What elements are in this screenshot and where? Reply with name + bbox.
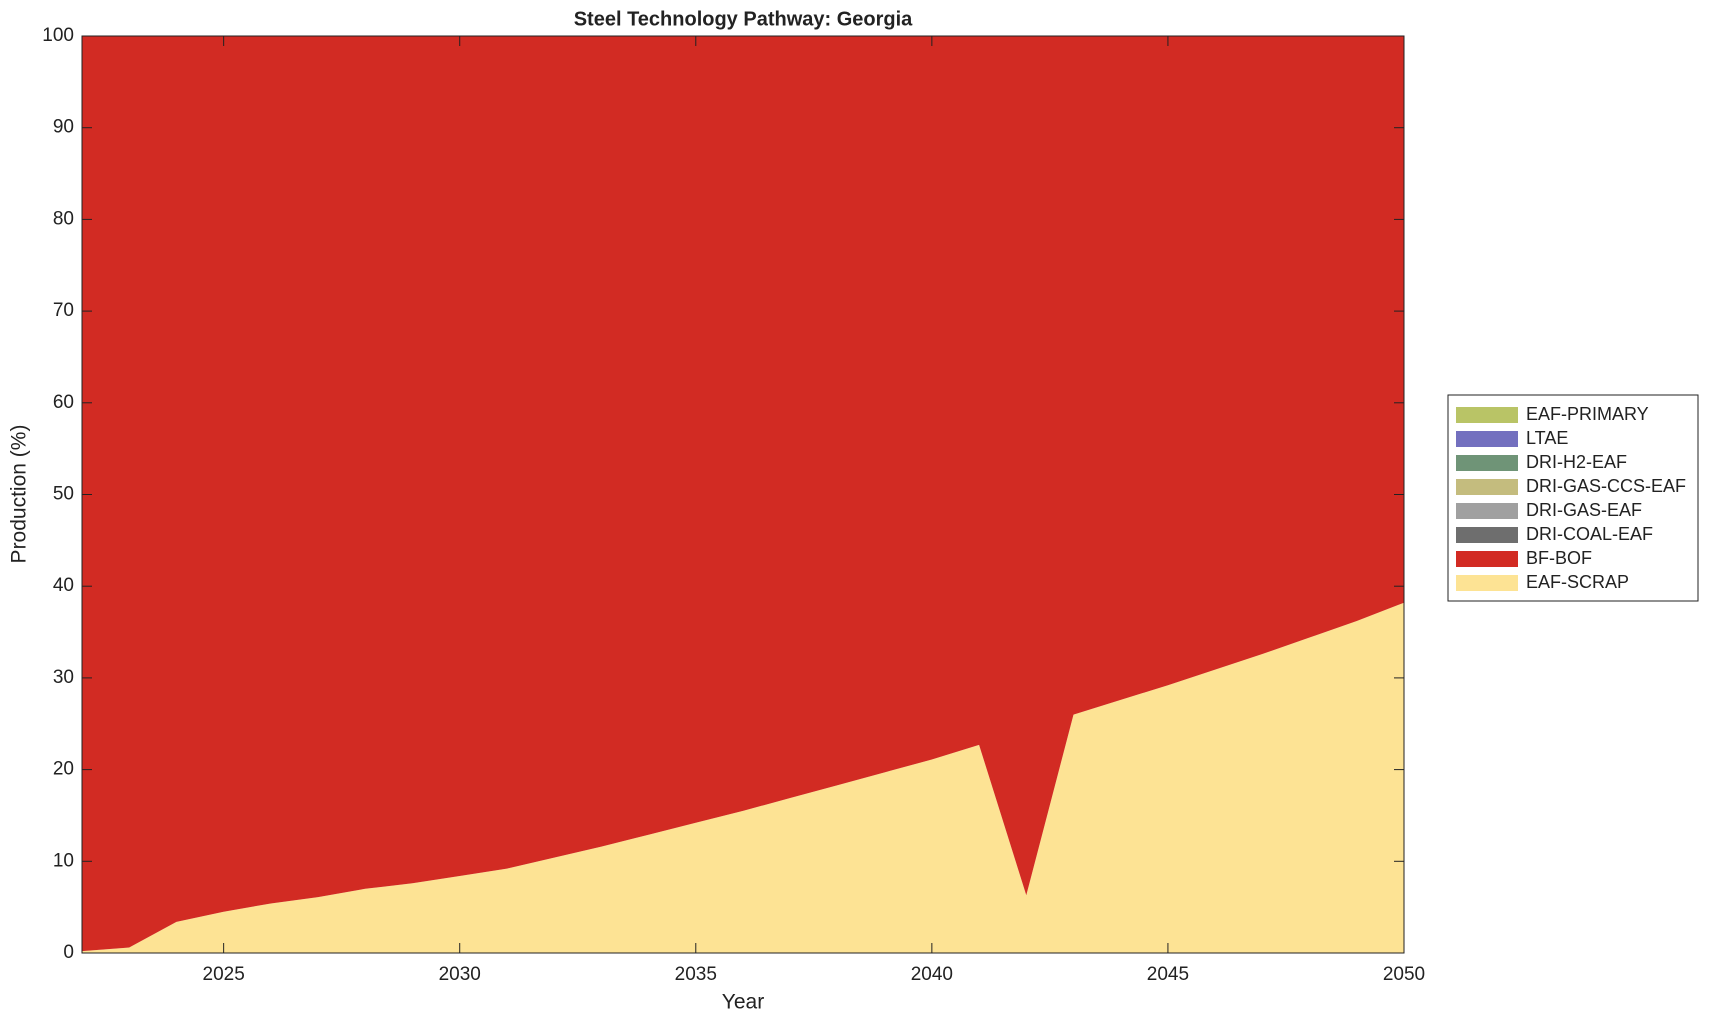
y-tick-label: 40 xyxy=(53,575,74,596)
legend-box xyxy=(1447,394,1699,602)
y-axis-label: Production (%) xyxy=(8,425,31,564)
y-tick-label: 0 xyxy=(63,942,74,963)
chart-title: Steel Technology Pathway: Georgia xyxy=(574,8,913,30)
legend-swatch xyxy=(1456,431,1518,447)
y-tick-label: 20 xyxy=(53,759,74,780)
x-axis-label: Year xyxy=(722,991,764,1014)
legend-label: DRI-H2-EAF xyxy=(1526,452,1627,472)
x-tick-label: 2040 xyxy=(911,964,953,985)
legend-label: EAF-SCRAP xyxy=(1526,572,1629,592)
legend-label: DRI-COAL-EAF xyxy=(1526,524,1653,544)
legend-swatch xyxy=(1456,527,1518,543)
y-tick-label: 30 xyxy=(53,667,74,688)
y-tick-label: 60 xyxy=(53,392,74,413)
legend-label: DRI-GAS-EAF xyxy=(1526,500,1642,520)
x-tick-label: 2035 xyxy=(675,964,717,985)
legend-swatch xyxy=(1456,575,1518,591)
legend-swatch xyxy=(1456,407,1518,423)
x-tick-label: 2045 xyxy=(1147,964,1189,985)
legend-label: BF-BOF xyxy=(1526,548,1592,568)
y-tick-label: 70 xyxy=(53,300,74,321)
area xyxy=(82,36,1404,952)
x-tick-label: 2030 xyxy=(439,964,481,985)
y-tick-label: 90 xyxy=(53,117,74,138)
x-tick-label: 2025 xyxy=(203,964,245,985)
y-tick-label: 50 xyxy=(53,484,74,505)
legend-swatch xyxy=(1456,455,1518,471)
legend-swatch xyxy=(1456,503,1518,519)
legend-label: DRI-GAS-CCS-EAF xyxy=(1526,476,1686,496)
legend-swatch xyxy=(1456,479,1518,495)
y-tick-label: 100 xyxy=(42,25,74,46)
x-tick-label: 2050 xyxy=(1383,964,1425,985)
legend-swatch xyxy=(1456,551,1518,567)
legend-label: EAF-PRIMARY xyxy=(1526,404,1649,424)
area xyxy=(82,602,1404,953)
y-tick-label: 80 xyxy=(53,208,74,229)
legend-label: LTAE xyxy=(1526,428,1568,448)
y-tick-label: 10 xyxy=(53,850,74,871)
